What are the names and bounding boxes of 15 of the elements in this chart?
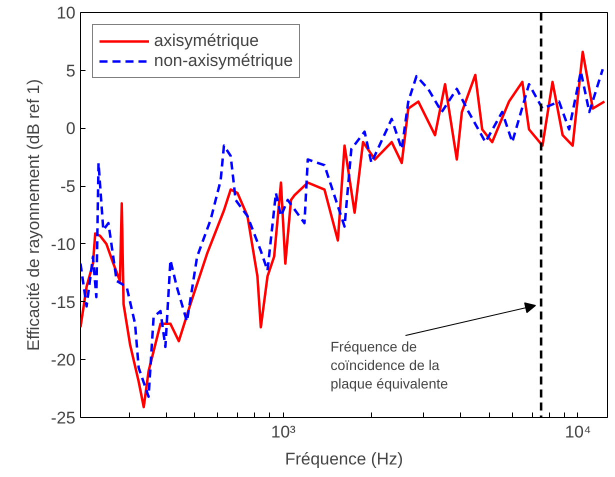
y-tick-label: 0: [66, 119, 76, 138]
y-tick-label: -15: [50, 292, 76, 312]
x-axis-title: Fréquence (Hz): [284, 450, 404, 468]
y-tick-label: 10: [56, 4, 76, 22]
x-tick-label: 10⁴: [564, 422, 592, 442]
annotation: Fréquence de coïncidence de la plaque équivalente: [330, 338, 448, 392]
y-tick-label: -5: [60, 177, 76, 196]
legend-label: axisymétrique: [154, 31, 259, 51]
y-tick-label: -25: [50, 408, 76, 428]
y-axis-title: Efficacité de rayonnement (dB ref 1): [24, 79, 43, 351]
y-tick-label: -20: [50, 350, 76, 370]
y-tick-label: -10: [50, 234, 76, 254]
x-tick-label: 10³: [271, 422, 296, 442]
legend-label: non-axisymétrique: [154, 51, 293, 71]
y-tick-label: 5: [66, 61, 76, 80]
